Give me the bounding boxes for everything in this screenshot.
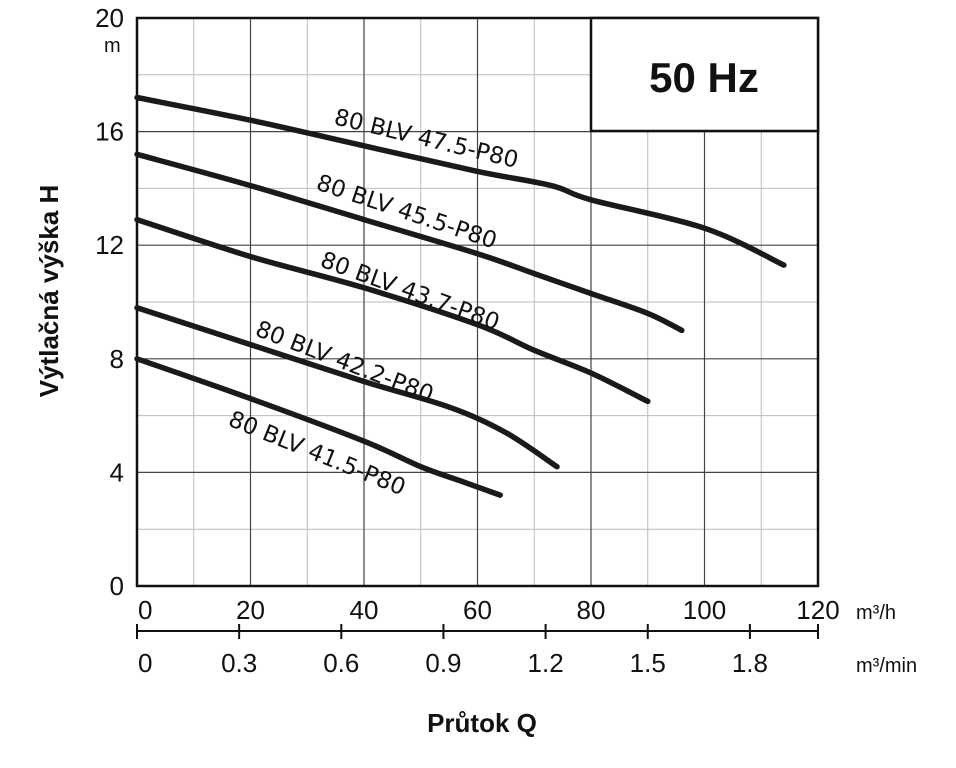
x-tick-labels-secondary: 0 0.3 0.6 0.9 1.2 1.5 1.8 [138,648,768,678]
y-tick-label: 12 [95,230,124,260]
y-tick-label: 8 [110,344,124,374]
x-tick-label-secondary: 0.6 [323,648,359,678]
series-label: 80 BLV 43.7-P80 [317,247,503,336]
x-tick-label-secondary: 1.8 [732,648,768,678]
x-tick-label-primary: 20 [236,595,265,625]
series-line [134,151,685,334]
y-axis-title: Výtlačná výška H [34,185,64,397]
frequency-label: 50 Hz [649,54,759,101]
x-tick-label-primary: 60 [463,595,492,625]
series-line [134,94,787,268]
x-axis-title: Průtok Q [427,708,537,738]
series-label: 80 BLV 47.5-P80 [332,105,521,174]
grid-major [137,18,818,586]
series-line [134,356,503,498]
y-tick-label: 0 [110,571,124,601]
series-line [134,304,560,470]
series-lines [134,94,787,498]
frequency-box [589,16,820,133]
y-unit-label: m [104,35,121,57]
series-line [134,216,651,405]
y-tick-labels: 0 4 8 12 16 20 [95,3,124,601]
y-tick-label: 4 [110,457,124,487]
x-tick-label-secondary: 1.2 [528,648,564,678]
x-tick-label-primary: 40 [350,595,379,625]
plot-frame [135,16,820,588]
x-unit-primary-label: m³/h [856,602,896,624]
x-tick-label-primary: 0 [138,595,152,625]
x-tick-label-primary: 120 [796,595,839,625]
x-tick-labels-primary: 0 20 40 60 80 100 120 [138,595,840,625]
series-label: 80 BLV 42.2-P80 [252,316,437,408]
x-tick-label-secondary: 0.3 [221,648,257,678]
y-tick-label: 16 [95,117,124,147]
x-tick-label-primary: 100 [683,595,726,625]
x-tick-label-secondary: 1.5 [630,648,666,678]
x-tick-label-primary: 80 [577,595,606,625]
y-tick-label: 20 [95,3,124,33]
x-tick-label-secondary: 0 [138,648,152,678]
x-tick-label-secondary: 0.9 [425,648,461,678]
x-unit-secondary-label: m³/min [856,655,917,677]
secondary-axis-ticks [136,624,819,639]
